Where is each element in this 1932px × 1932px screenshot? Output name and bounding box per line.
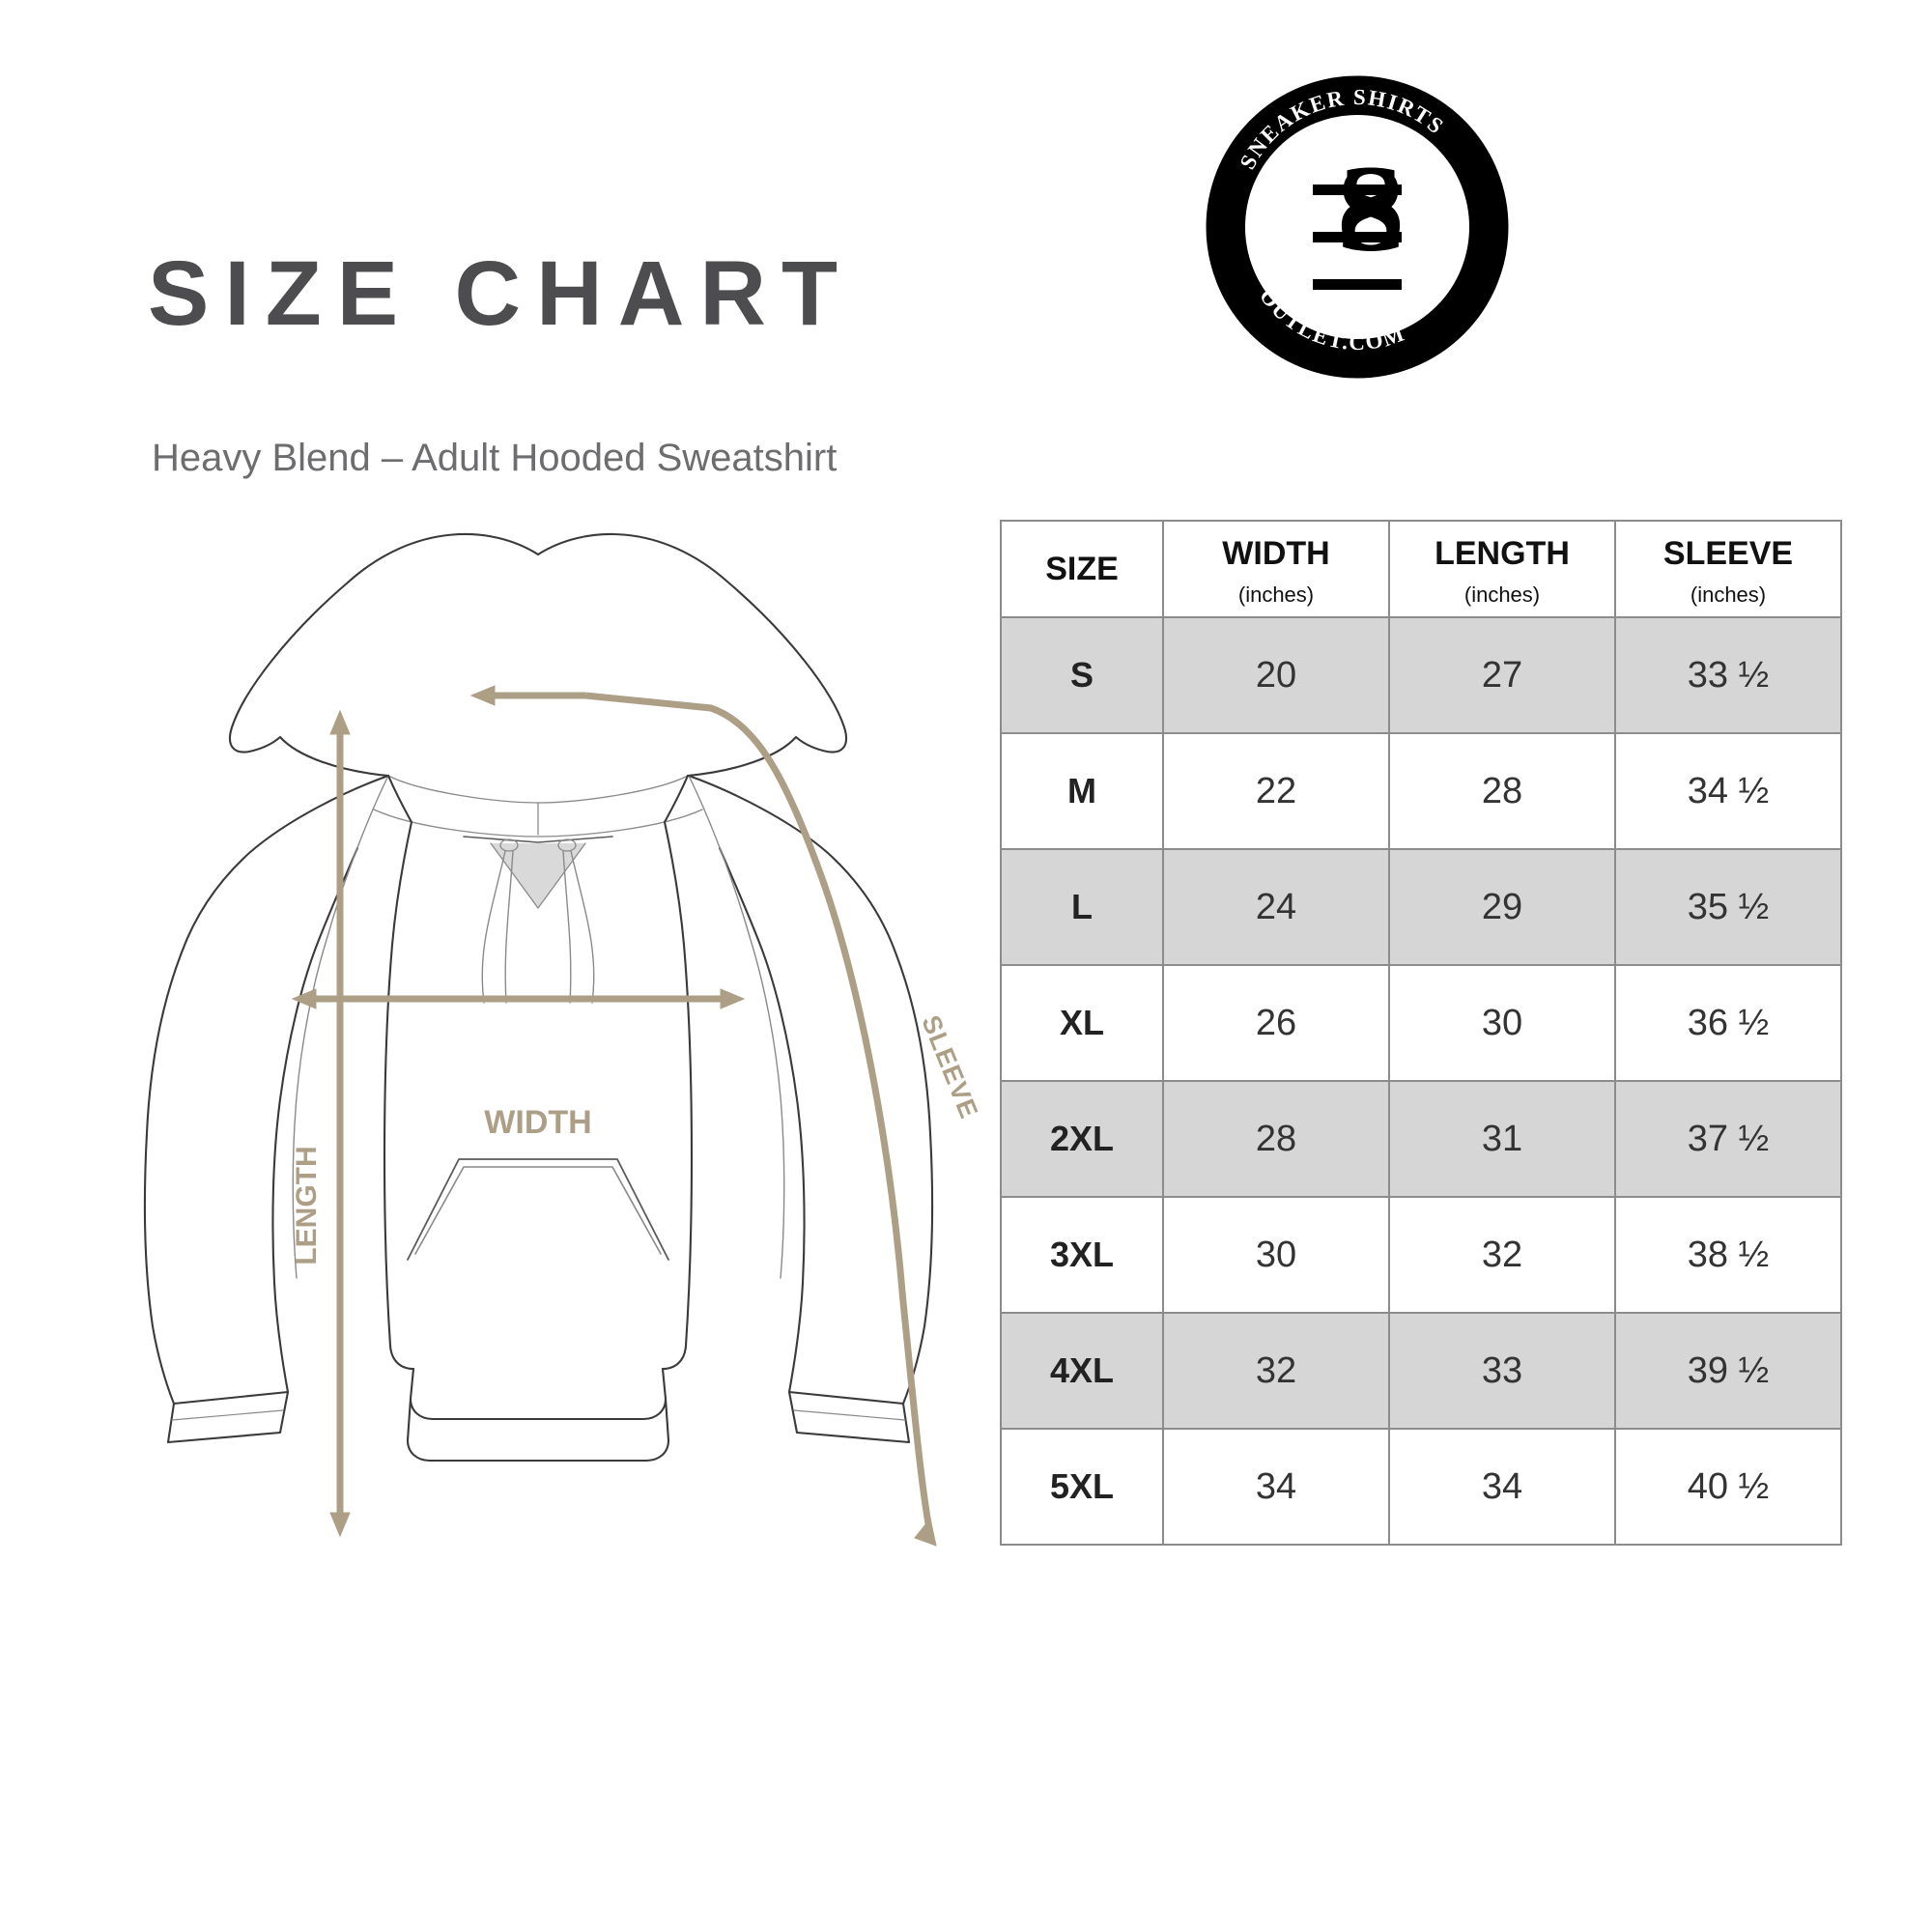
- svg-text:WIDTH: WIDTH: [484, 1104, 591, 1141]
- svg-text:SLEEVE: SLEEVE: [916, 1011, 983, 1123]
- svg-text:S: S: [1336, 140, 1405, 277]
- svg-text:LENGTH: LENGTH: [291, 1146, 323, 1264]
